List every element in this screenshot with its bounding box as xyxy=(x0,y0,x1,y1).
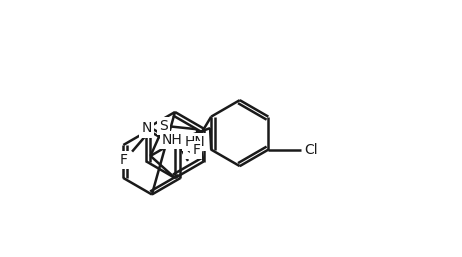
Text: S: S xyxy=(159,119,168,133)
Text: Cl: Cl xyxy=(304,143,318,157)
Text: HN: HN xyxy=(184,135,205,149)
Text: NH₂: NH₂ xyxy=(162,133,188,147)
Text: F: F xyxy=(192,143,200,157)
Text: F: F xyxy=(120,153,128,167)
Text: N: N xyxy=(141,122,152,135)
Text: O: O xyxy=(185,142,196,157)
